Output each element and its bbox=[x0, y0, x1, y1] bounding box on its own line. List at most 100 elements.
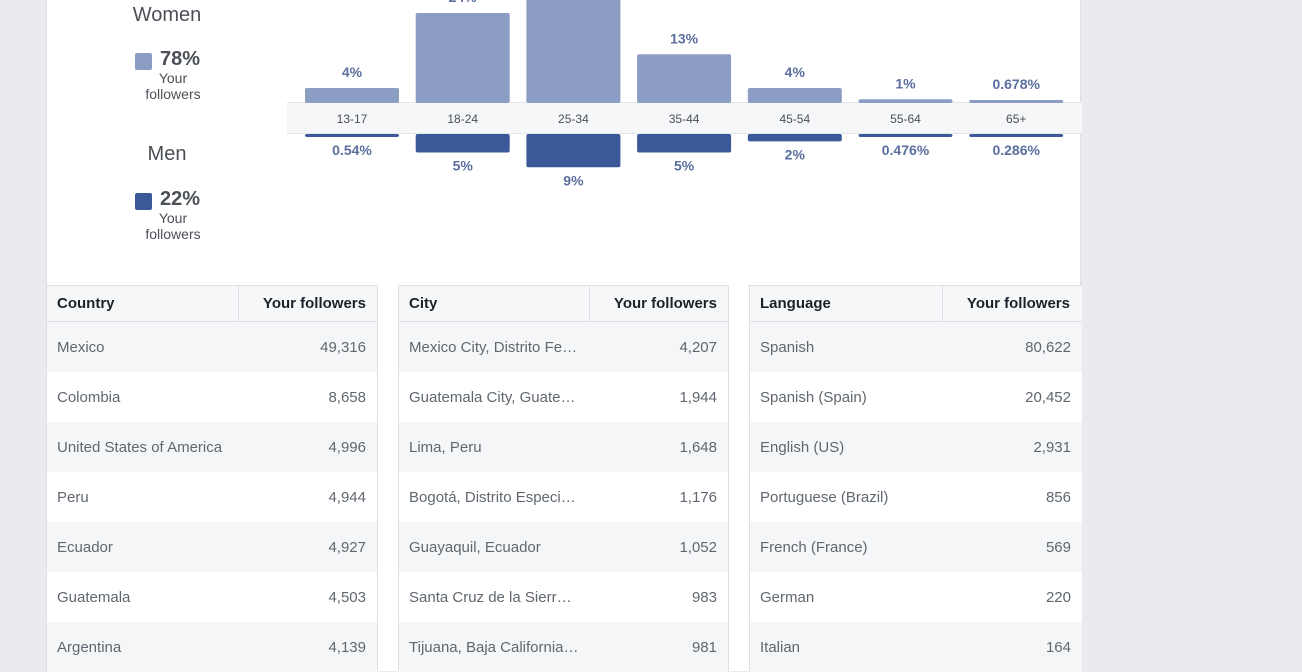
legend-men-sublabel: Your followers bbox=[145, 210, 201, 242]
row-name: Italian bbox=[760, 638, 801, 656]
table-row: Italian 164 bbox=[750, 622, 1082, 672]
language-table: Language Your followers Spanish 80,622 Spani… bbox=[749, 285, 1082, 672]
table-header: Country Your followers bbox=[47, 285, 377, 322]
table-row: Tijuana, Baja California… 981 bbox=[399, 622, 728, 672]
row-name: Portuguese (Brazil) bbox=[760, 488, 889, 506]
legend-men-pct: 22% bbox=[160, 188, 201, 210]
row-followers-count: 4,927 bbox=[328, 538, 366, 556]
row-name: United States of America bbox=[57, 438, 223, 456]
gender-legend: Women 78% Your followers Men 22% Your foll… bbox=[47, 0, 287, 285]
women-bar-label: 13% bbox=[670, 30, 699, 46]
row-name: Guayaquil, Ecuador bbox=[409, 538, 541, 556]
table-row: Spanish (Spain) 20,452 bbox=[750, 372, 1082, 422]
row-followers-count: 164 bbox=[1045, 638, 1071, 656]
men-swatch bbox=[135, 193, 152, 210]
women-bar bbox=[747, 88, 842, 103]
row-followers-count: 1,944 bbox=[679, 388, 717, 406]
table-row: Lima, Peru 1,648 bbox=[399, 422, 728, 472]
age-gender-chart-svg: 4% 0.54% 13-17 24% 5% 18-24 9% 25-34 13% 5% 35-44 4… bbox=[305, 0, 1064, 188]
age-tick-label: 25-34 bbox=[558, 112, 589, 126]
women-bar-label: 4% bbox=[342, 64, 363, 80]
women-bar bbox=[858, 99, 953, 103]
age-tick-label: 55-64 bbox=[890, 112, 921, 126]
row-followers-count: 983 bbox=[691, 588, 717, 606]
column-header-followers[interactable]: Your followers bbox=[262, 295, 366, 312]
women-bar-label: 24% bbox=[449, 0, 478, 5]
table-gap bbox=[378, 285, 398, 671]
men-bar-label: 0.54% bbox=[332, 142, 372, 158]
men-bar bbox=[637, 134, 732, 153]
row-followers-count: 4,944 bbox=[328, 488, 366, 506]
men-bar bbox=[305, 134, 399, 137]
men-bar bbox=[858, 134, 953, 137]
men-bar bbox=[747, 134, 842, 142]
column-header-name[interactable]: Country bbox=[47, 286, 239, 321]
row-name: Santa Cruz de la Sierra… bbox=[409, 588, 579, 606]
legend-women-title: Women bbox=[132, 4, 202, 26]
table-row: Mexico City, Distrito Fe… 4,207 bbox=[399, 322, 728, 372]
men-bar-label: 9% bbox=[563, 172, 584, 188]
table-row: French (France) 569 bbox=[750, 522, 1082, 572]
row-followers-count: 4,207 bbox=[679, 338, 717, 356]
table-gap bbox=[729, 285, 749, 671]
women-bar bbox=[969, 100, 1064, 103]
table-row: Portuguese (Brazil) 856 bbox=[750, 472, 1082, 522]
age-tick-label: 45-54 bbox=[779, 112, 810, 126]
women-bar bbox=[305, 88, 399, 103]
table-header: City Your followers bbox=[399, 285, 728, 322]
column-header-followers[interactable]: Your followers bbox=[966, 295, 1070, 312]
row-followers-count: 856 bbox=[1045, 488, 1071, 506]
table-row: Peru 4,944 bbox=[47, 472, 377, 522]
women-bar-label: 1% bbox=[895, 75, 916, 91]
age-tick-label: 65+ bbox=[1006, 112, 1026, 126]
row-followers-count: 569 bbox=[1045, 538, 1071, 556]
women-bar-label: 0.678% bbox=[992, 76, 1040, 92]
women-bar-label: 4% bbox=[785, 64, 806, 80]
men-bar-label: 0.476% bbox=[882, 142, 930, 158]
row-followers-count: 981 bbox=[691, 638, 717, 656]
row-name: Mexico City, Distrito Fe… bbox=[409, 338, 578, 356]
column-header-name[interactable]: Language bbox=[750, 286, 943, 321]
men-bar-label: 2% bbox=[785, 146, 806, 162]
age-tick-label: 18-24 bbox=[447, 112, 478, 126]
men-bar-label: 5% bbox=[674, 158, 695, 174]
table-row: Bogotá, Distrito Especi… 1,176 bbox=[399, 472, 728, 522]
row-followers-count: 220 bbox=[1045, 588, 1071, 606]
row-followers-count: 4,139 bbox=[328, 638, 366, 656]
row-name: Spanish (Spain) bbox=[760, 388, 867, 406]
row-followers-count: 20,452 bbox=[1025, 388, 1071, 406]
row-name: Mexico bbox=[57, 338, 105, 356]
table-body: Mexico 49,316 Colombia 8,658 United States o… bbox=[47, 322, 377, 672]
table-row: Guatemala 4,503 bbox=[47, 572, 377, 622]
country-table: Country Your followers Mexico 49,316 Colombi… bbox=[47, 285, 378, 672]
table-row: United States of America 4,996 bbox=[47, 422, 377, 472]
row-name: Argentina bbox=[57, 638, 122, 656]
women-bar bbox=[637, 54, 732, 103]
row-name: German bbox=[760, 588, 815, 606]
row-name: English (US) bbox=[760, 438, 845, 456]
women-bar bbox=[415, 13, 510, 103]
demographics-card: Women 78% Your followers Men 22% Your foll… bbox=[46, 0, 1082, 672]
row-followers-count: 80,622 bbox=[1025, 338, 1071, 356]
men-bar bbox=[415, 134, 510, 153]
table-body: Spanish 80,622 Spanish (Spain) 20,452 Englis… bbox=[750, 322, 1082, 672]
men-bar-label: 0.286% bbox=[992, 142, 1040, 158]
column-header-name[interactable]: City bbox=[399, 286, 590, 321]
row-followers-count: 2,931 bbox=[1033, 438, 1071, 456]
row-name: Bogotá, Distrito Especi… bbox=[409, 488, 576, 506]
row-followers-count: 4,996 bbox=[328, 438, 366, 456]
men-bar bbox=[969, 134, 1064, 137]
row-followers-count: 1,648 bbox=[679, 438, 717, 456]
row-name: Guatemala bbox=[57, 588, 131, 606]
table-row: Spanish 80,622 bbox=[750, 322, 1082, 372]
row-name: Tijuana, Baja California… bbox=[409, 638, 579, 656]
row-name: Lima, Peru bbox=[409, 438, 482, 456]
table-row: Guayaquil, Ecuador 1,052 bbox=[399, 522, 728, 572]
row-name: Spanish bbox=[760, 338, 815, 356]
age-tick-label: 35-44 bbox=[669, 112, 700, 126]
row-followers-count: 1,052 bbox=[679, 538, 717, 556]
row-name: Guatemala City, Guate… bbox=[409, 388, 576, 406]
women-swatch bbox=[135, 53, 152, 70]
age-gender-chart: 4% 0.54% 13-17 24% 5% 18-24 9% 25-34 13% 5% 35-44 4… bbox=[287, 0, 1082, 285]
column-header-followers[interactable]: Your followers bbox=[613, 295, 717, 312]
